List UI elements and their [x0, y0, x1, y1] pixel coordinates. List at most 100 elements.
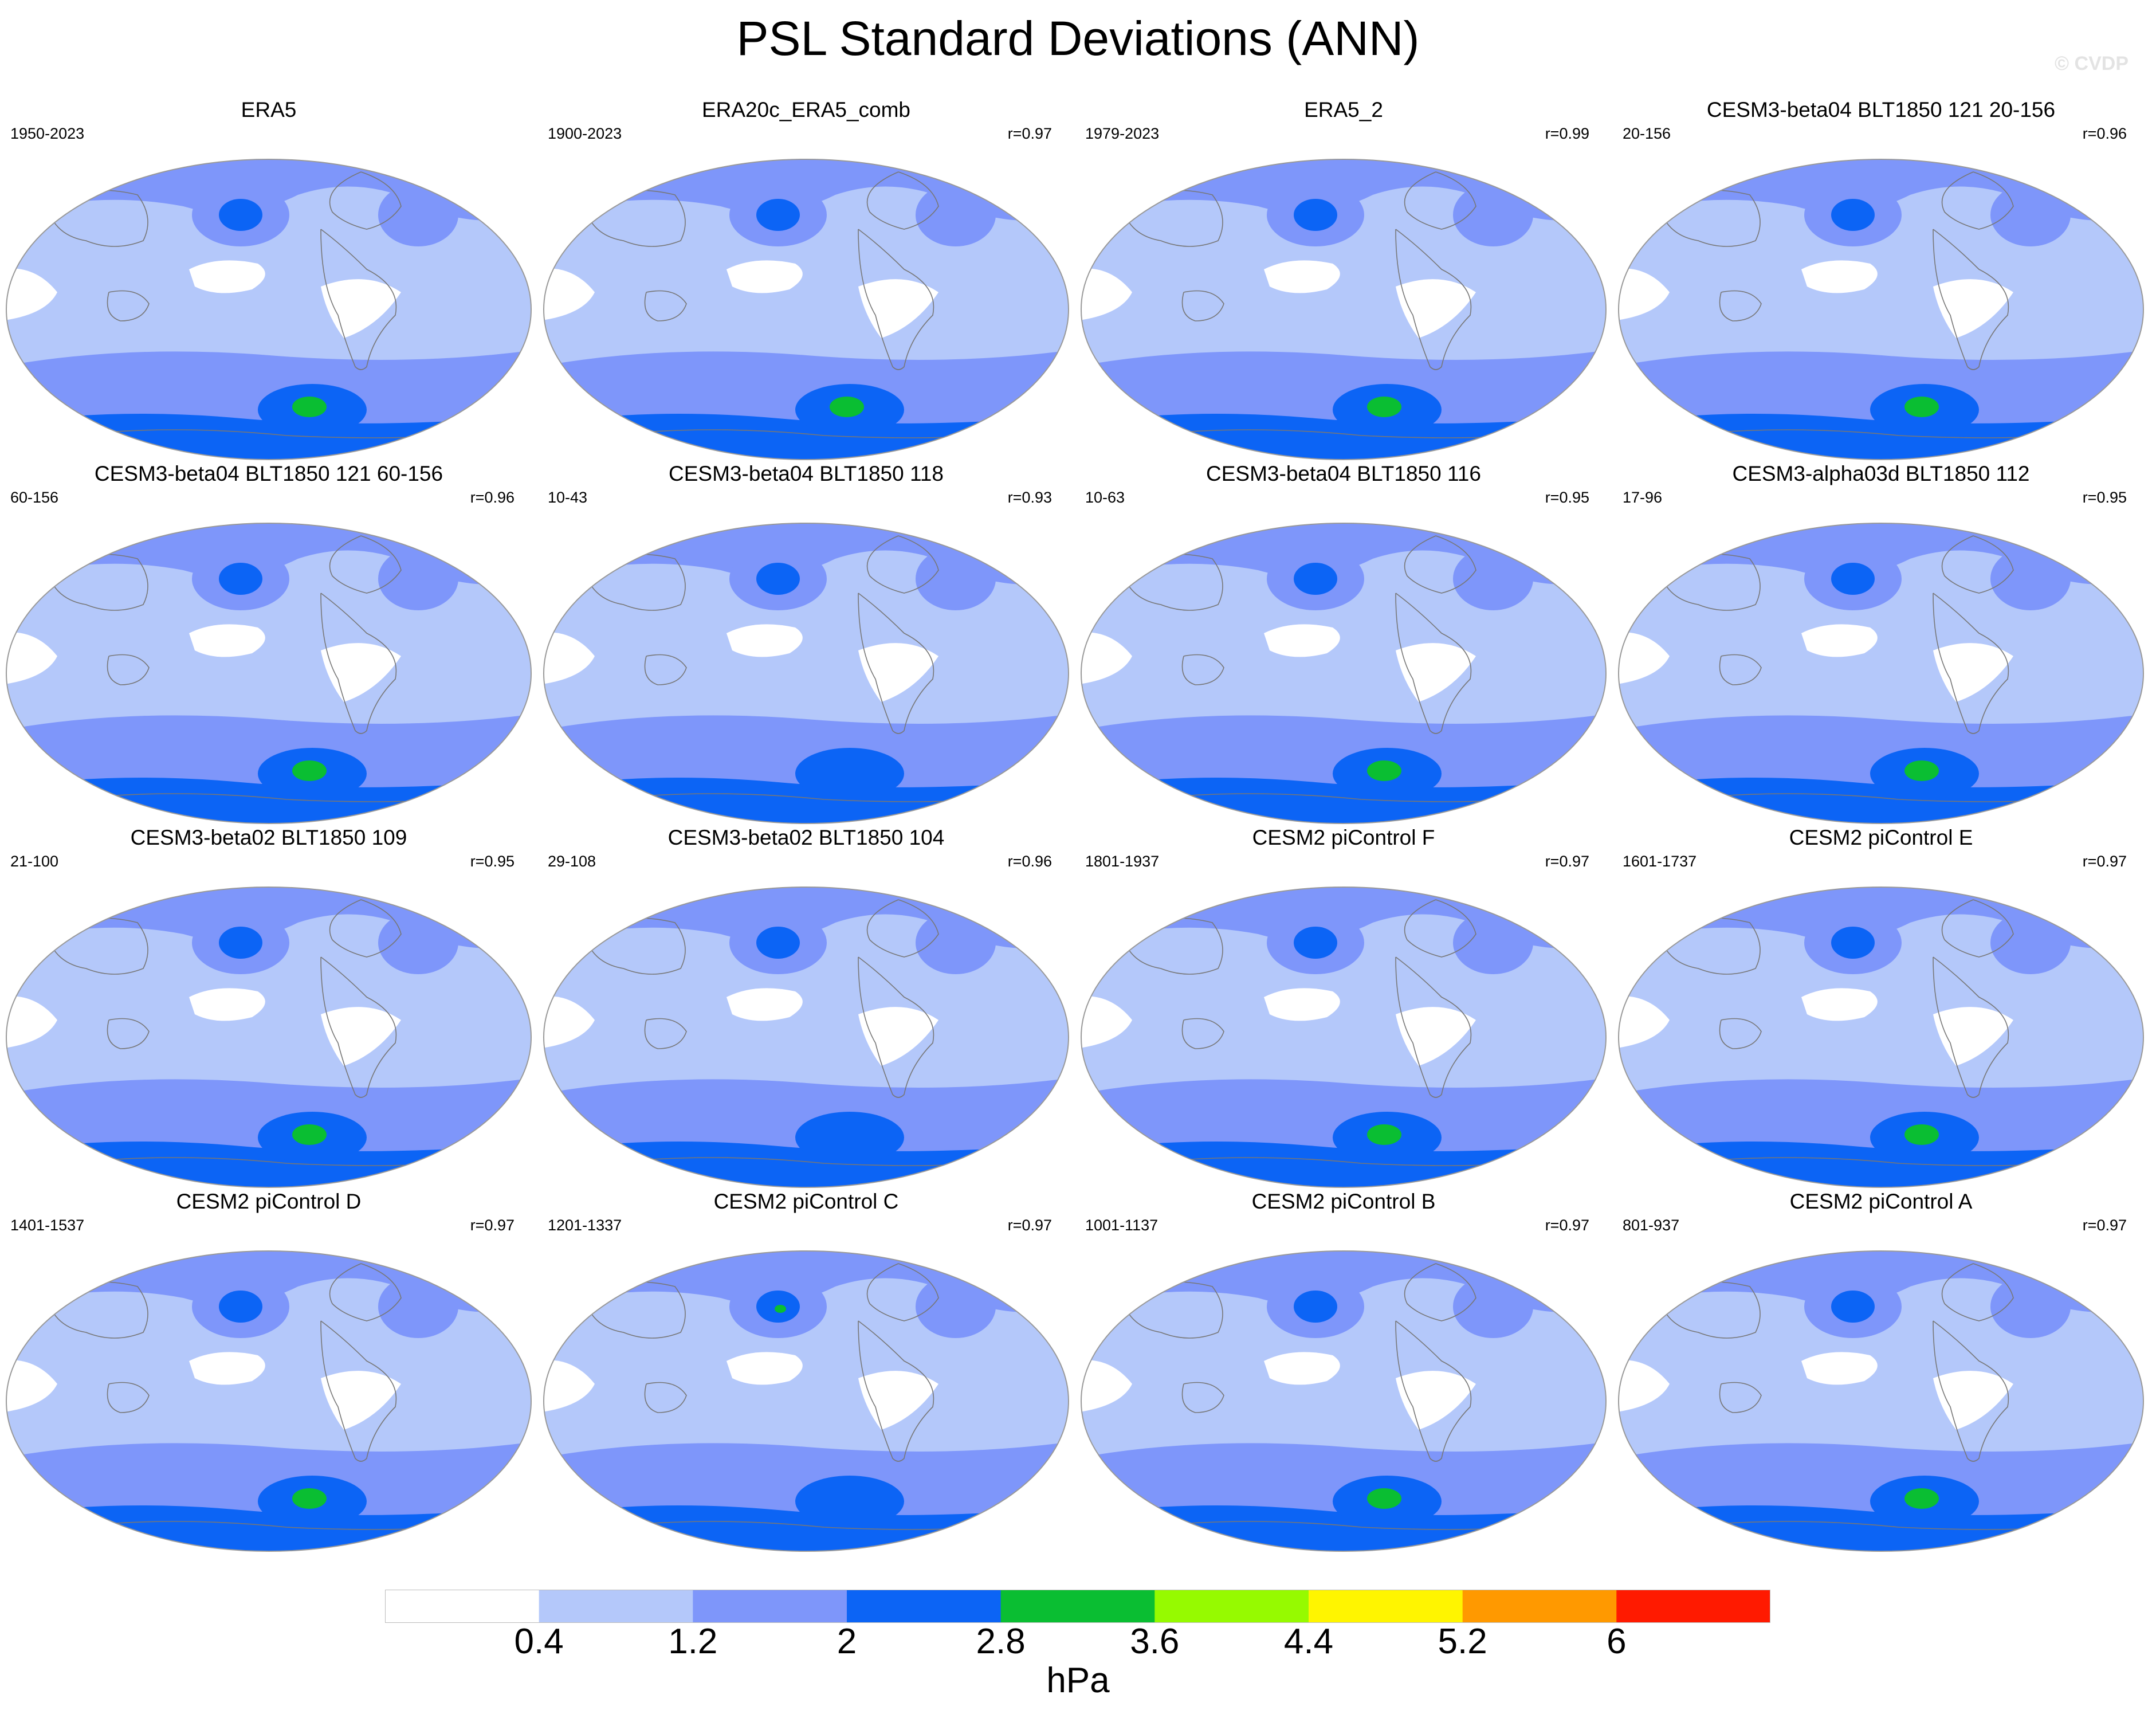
map-panel: ERA5_2 1979-2023 r=0.99 — [1075, 97, 1612, 464]
colorbar-tick-label: 1.2 — [668, 1622, 718, 1661]
coastline-1 — [1941, 1263, 2014, 1321]
contour-indian-min-0 — [544, 1360, 595, 1413]
contour-iceland-2 — [1453, 911, 1533, 974]
contour-iceland-2 — [916, 547, 996, 610]
panel-years: 801-937 — [1623, 1217, 1680, 1234]
map-panel: CESM2 piControl B 1001-1137 r=0.97 — [1075, 1189, 1612, 1556]
contour-fields — [1081, 523, 1606, 823]
contour-atlantic-min-0 — [1933, 1007, 2013, 1066]
contour-iceland-2 — [1990, 547, 2071, 610]
contour-indian-min-0 — [1081, 632, 1132, 685]
panel-years: 1801-1937 — [1085, 853, 1160, 870]
contour-fields — [6, 159, 531, 460]
colorbar-swatch-5 — [1154, 1590, 1309, 1623]
panel-title: CESM2 piControl D — [176, 1190, 362, 1213]
coastline-3 — [1181, 290, 1224, 321]
map-border — [1081, 523, 1607, 824]
contour-fields — [544, 1251, 1069, 1551]
coastline-0 — [1933, 1320, 2009, 1462]
contour-indian-min-0 — [6, 1360, 57, 1413]
contour-iceland-2 — [378, 183, 458, 246]
contour-aleutian-3 — [1294, 199, 1337, 231]
colorbar-tick-label: 0.4 — [514, 1622, 564, 1661]
coastline-1 — [1941, 171, 2014, 230]
colorbar-tick-label: 5.2 — [1438, 1622, 1487, 1661]
coastline-1 — [1404, 1263, 1476, 1321]
coastline-3 — [1181, 654, 1224, 685]
contour-aleutian-3 — [756, 563, 800, 595]
panel-years: 29-108 — [548, 853, 596, 870]
contour-tropical-min-0 — [189, 1352, 265, 1385]
contour-indian-min-0 — [544, 996, 595, 1049]
map-border — [1081, 1250, 1607, 1552]
contour-tropical-min-0 — [189, 624, 265, 657]
panel-years: 1979-2023 — [1085, 125, 1160, 142]
panel-correlation: r=0.97 — [1545, 853, 1589, 870]
panel-correlation: r=0.99 — [1545, 125, 1589, 142]
contour-indian-min-0 — [544, 632, 595, 685]
coastline-3 — [644, 1382, 687, 1413]
contour-atlantic-min-0 — [321, 643, 401, 702]
colorbar-outline — [385, 1590, 1770, 1623]
colorbar-tick-label: 3.6 — [1130, 1622, 1180, 1661]
panel-correlation: r=0.97 — [2082, 853, 2127, 870]
coastline-0 — [1395, 229, 1472, 370]
contour-indian-min-0 — [1619, 1360, 1670, 1413]
contour-aleutian-3 — [1294, 927, 1337, 959]
contour-fields — [6, 887, 531, 1187]
map-border — [6, 887, 532, 1188]
panel-correlation: r=0.97 — [1007, 1217, 1052, 1234]
map-panel: CESM2 piControl E 1601-1737 r=0.97 — [1612, 825, 2150, 1192]
contour-fields — [1081, 1251, 1606, 1551]
panel-correlation: r=0.95 — [470, 853, 515, 870]
coastline-0 — [1933, 229, 2009, 370]
map-plot — [1081, 872, 1607, 1188]
coastline-3 — [1719, 1382, 1762, 1413]
colorbar-swatch-8 — [1616, 1590, 1770, 1623]
panel-years: 10-43 — [548, 489, 588, 506]
panel-correlation: r=0.96 — [1007, 853, 1052, 870]
contour-iceland-2 — [1990, 911, 2071, 974]
coastline-3 — [1719, 654, 1762, 685]
colorbar — [385, 1590, 1770, 1623]
contour-fields — [1081, 159, 1606, 460]
contour-north-core-4 — [1767, 508, 1836, 521]
contour-aleutian-3 — [219, 199, 262, 231]
map-panel: CESM2 piControl C 1201-1337 r=0.97 — [537, 1189, 1075, 1556]
map-plot — [1618, 1250, 2144, 1552]
map-panel: CESM2 piControl F 1801-1937 r=0.97 — [1075, 825, 1612, 1192]
contour-indian-min-0 — [1619, 268, 1670, 321]
coastline-0 — [320, 1320, 397, 1462]
panel-title: ERA5 — [241, 98, 297, 121]
contour-fields — [544, 887, 1069, 1187]
contour-atlantic-min-0 — [321, 1371, 401, 1430]
contour-aleutian-core-4 — [775, 1305, 786, 1313]
panel-title: ERA5_2 — [1304, 98, 1383, 121]
panel-years: 1001-1137 — [1085, 1217, 1158, 1234]
colorbar-swatch-3 — [847, 1590, 1002, 1623]
panel-correlation: r=0.95 — [1545, 489, 1589, 506]
map-plot — [6, 887, 532, 1188]
contour-north-core-4 — [1230, 872, 1298, 885]
contour-atlantic-min-0 — [858, 279, 938, 338]
contour-indian-min-0 — [1619, 632, 1670, 685]
contour-iceland-2 — [916, 183, 996, 246]
contour-tropical-min-0 — [726, 260, 803, 293]
map-panel: CESM3-beta02 BLT1850 104 29-108 r=0.96 — [537, 825, 1075, 1192]
contour-south-core-4 — [1904, 1124, 1939, 1145]
coastline-1 — [1404, 535, 1476, 594]
contour-indian-min-0 — [6, 268, 57, 321]
panel-title: CESM3-beta04 BLT1850 118 — [669, 462, 944, 485]
panel-years: 1601-1737 — [1623, 853, 1697, 870]
contour-aleutian-3 — [1831, 199, 1875, 231]
map-panel: CESM3-beta02 BLT1850 109 21-100 r=0.95 — [0, 825, 537, 1192]
contour-south-core-4 — [1367, 760, 1401, 781]
contour-fields — [544, 523, 1069, 823]
map-border — [1618, 1250, 2144, 1552]
contour-indian-min-0 — [1619, 996, 1670, 1049]
map-border — [1618, 159, 2144, 460]
map-border — [1081, 159, 1607, 460]
contour-atlantic-min-0 — [1933, 279, 2013, 338]
contour-tropical-min-0 — [726, 1352, 803, 1385]
coastline-0 — [858, 593, 934, 734]
